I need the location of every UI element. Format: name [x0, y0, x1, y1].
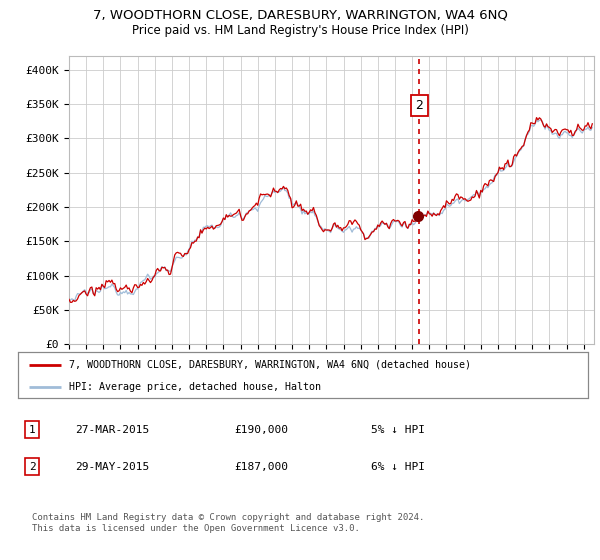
- Text: 7, WOODTHORN CLOSE, DARESBURY, WARRINGTON, WA4 6NQ: 7, WOODTHORN CLOSE, DARESBURY, WARRINGTO…: [92, 8, 508, 21]
- Text: 1: 1: [29, 424, 35, 435]
- Text: Price paid vs. HM Land Registry's House Price Index (HPI): Price paid vs. HM Land Registry's House …: [131, 24, 469, 36]
- Text: 7, WOODTHORN CLOSE, DARESBURY, WARRINGTON, WA4 6NQ (detached house): 7, WOODTHORN CLOSE, DARESBURY, WARRINGTO…: [70, 360, 472, 370]
- Text: 2: 2: [415, 99, 423, 112]
- Text: 29-MAY-2015: 29-MAY-2015: [75, 462, 149, 472]
- Text: £190,000: £190,000: [235, 424, 289, 435]
- Text: 5% ↓ HPI: 5% ↓ HPI: [371, 424, 425, 435]
- Text: HPI: Average price, detached house, Halton: HPI: Average price, detached house, Halt…: [70, 382, 322, 393]
- Text: Contains HM Land Registry data © Crown copyright and database right 2024.
This d: Contains HM Land Registry data © Crown c…: [32, 514, 425, 533]
- Text: £187,000: £187,000: [235, 462, 289, 472]
- Text: 2: 2: [29, 462, 35, 472]
- Text: 27-MAR-2015: 27-MAR-2015: [75, 424, 149, 435]
- Text: 6% ↓ HPI: 6% ↓ HPI: [371, 462, 425, 472]
